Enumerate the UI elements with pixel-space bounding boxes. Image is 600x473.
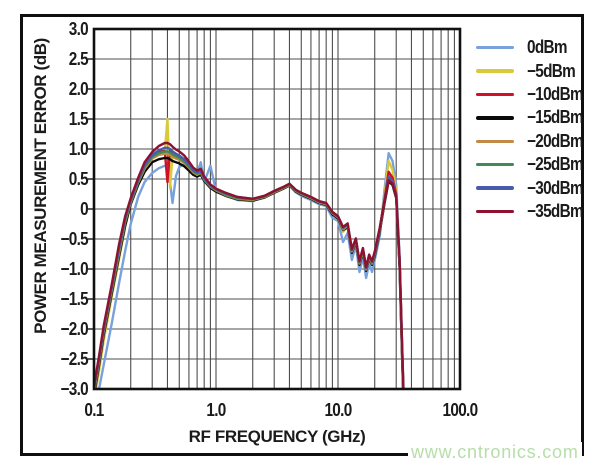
legend-item-25dbm: −25dBm [476, 153, 582, 176]
y-tick-label: 0.5 [68, 169, 89, 189]
y-tick-label: 1.5 [68, 109, 89, 129]
legend-line-swatch [476, 92, 514, 97]
x-tick-label: 10.0 [324, 400, 352, 420]
legend-item-35dbm: −35dBm [476, 200, 582, 223]
y-tick-label: −2.5 [60, 349, 89, 369]
legend-label: −5dBm [527, 60, 576, 81]
legend-label: −10dBm [527, 83, 582, 104]
legend-item-0dbm: 0dBm [476, 36, 582, 59]
legend-label: −35dBm [527, 200, 582, 221]
y-tick-label: 2.0 [68, 79, 89, 99]
x-tick-label: 100.0 [442, 400, 479, 420]
legend-line-swatch [476, 45, 514, 50]
x-axis-title: RF FREQUENCY (GHz) [188, 427, 366, 446]
chart-frame [20, 14, 584, 456]
legend-label: −25dBm [527, 154, 582, 175]
legend: 0dBm −5dBm −10dBm −15dBm −20dBm −25dBm −30dBm −… [476, 36, 582, 223]
y-tick-label: −2.0 [60, 319, 89, 339]
legend-label: −20dBm [527, 130, 582, 151]
watermark-text: www.cntronics.com [408, 442, 582, 463]
legend-line-swatch [476, 162, 514, 167]
legend-label: −15dBm [527, 107, 582, 128]
legend-item-20dbm: −20dBm [476, 130, 582, 153]
legend-line-swatch [476, 116, 514, 120]
legend-item-30dbm: −30dBm [476, 176, 582, 199]
y-tick-label: 0 [80, 199, 89, 219]
x-tick-label: 1.0 [206, 400, 226, 420]
y-tick-label: −0.5 [60, 229, 89, 249]
y-tick-label: 2.5 [68, 49, 89, 69]
y-tick-label: −1.0 [60, 259, 89, 279]
y-tick-label: 3.0 [68, 19, 89, 39]
legend-line-swatch [476, 69, 514, 73]
x-tick-label: 0.1 [84, 400, 104, 420]
y-tick-label: −3.0 [60, 379, 89, 399]
legend-item-15dbm: −15dBm [476, 106, 582, 129]
y-tick-label: 1.0 [68, 139, 89, 159]
plot-area [88, 27, 462, 391]
legend-item-5dbm: −5dBm [476, 59, 582, 82]
legend-label: −30dBm [527, 177, 582, 198]
legend-line-swatch [476, 186, 514, 190]
y-tick-label: −1.5 [60, 289, 89, 309]
legend-label: 0dBm [527, 37, 567, 58]
legend-line-swatch [476, 139, 514, 143]
legend-item-10dbm: −10dBm [476, 83, 582, 106]
legend-line-swatch [476, 209, 514, 214]
